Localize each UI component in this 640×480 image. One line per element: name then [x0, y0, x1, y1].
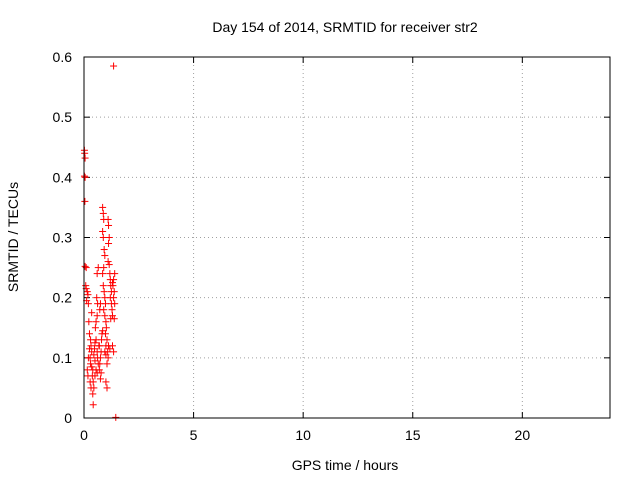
data-point: [99, 227, 107, 235]
data-point: [88, 363, 96, 371]
plot-frame: [83, 56, 611, 419]
data-point: [111, 300, 119, 308]
data-point: [84, 372, 92, 380]
data-point: [111, 270, 119, 278]
data-point: [104, 258, 112, 266]
data-point: [99, 327, 107, 335]
data-point: [105, 261, 113, 269]
y-tick-label: 0.4: [53, 169, 73, 185]
data-point: [99, 270, 107, 278]
y-axis-title: SRMTID / TECUs: [5, 182, 21, 292]
data-point: [84, 354, 92, 362]
y-tick-label: 0.3: [53, 230, 73, 246]
data-point: [94, 360, 102, 368]
data-point: [105, 221, 113, 229]
data-point: [81, 173, 89, 181]
x-tick-label: 0: [80, 427, 88, 443]
data-point: [105, 234, 113, 241]
data-point: [103, 360, 111, 368]
data-point: [101, 252, 109, 260]
data-point: [84, 291, 92, 299]
data-point: [93, 348, 101, 356]
data-point: [110, 315, 118, 323]
data-point: [95, 342, 103, 350]
data-point: [87, 360, 95, 368]
data-point: [96, 306, 104, 314]
data-point: [102, 318, 110, 326]
data-point: [91, 324, 99, 332]
data-point: [109, 282, 117, 290]
axis-ticks: 0 5 10 15 20 0 0.1 0.2 0.3 0.4 0.5 0.6: [53, 49, 610, 443]
chart-title: Day 154 of 2014, SRMTID for receiver str…: [212, 19, 478, 35]
data-point: [102, 324, 110, 332]
data-point: [81, 154, 89, 162]
data-point: [85, 345, 93, 353]
data-point: [94, 354, 102, 362]
data-point: [99, 209, 107, 217]
y-tick-label: 0.6: [53, 49, 73, 65]
data-point: [102, 351, 110, 359]
data-point: [108, 312, 116, 320]
x-tick-label: 10: [295, 427, 311, 443]
data-point: [83, 288, 91, 296]
data-point: [99, 203, 107, 211]
data-point: [93, 312, 101, 320]
data-point: [81, 262, 89, 270]
data-point: [110, 348, 118, 356]
data-point: [106, 345, 114, 353]
data-points: [80, 62, 120, 421]
data-point: [110, 276, 118, 284]
data-point: [93, 369, 101, 377]
data-point: [85, 318, 93, 326]
data-point: [100, 264, 108, 272]
data-point: [103, 336, 111, 344]
data-point: [83, 366, 91, 374]
data-point: [105, 240, 113, 248]
data-point: [89, 401, 97, 409]
data-point: [103, 384, 111, 392]
y-tick-label: 0.5: [53, 109, 73, 125]
y-tick-label: 0: [64, 410, 72, 426]
data-point: [86, 378, 94, 386]
data-point: [91, 339, 99, 347]
data-point: [101, 348, 109, 356]
data-point: [110, 294, 118, 302]
data-point: [110, 62, 118, 70]
data-point: [88, 309, 96, 317]
data-point: [101, 330, 109, 338]
data-point: [102, 378, 110, 386]
data-point: [100, 246, 108, 254]
data-point: [85, 330, 93, 338]
data-point: [87, 384, 95, 392]
data-point: [89, 390, 97, 398]
data-point: [92, 366, 100, 374]
data-point: [104, 215, 112, 223]
data-point: [92, 318, 100, 326]
data-point: [110, 288, 118, 296]
data-point: [99, 234, 107, 241]
data-point: [90, 351, 98, 359]
y-tick-label: 0.1: [53, 350, 73, 366]
data-point: [112, 413, 120, 421]
data-point: [84, 300, 92, 308]
data-point: [105, 342, 113, 350]
data-point: [100, 288, 108, 296]
data-point: [93, 294, 101, 302]
data-point: [96, 375, 104, 383]
x-tick-label: 15: [405, 427, 421, 443]
data-point: [101, 312, 109, 320]
y-tick-label: 0.2: [53, 290, 73, 306]
data-point: [81, 197, 89, 205]
x-tick-label: 5: [190, 427, 198, 443]
data-point: [87, 342, 95, 350]
x-tick-label: 20: [515, 427, 531, 443]
x-axis-title: GPS time / hours: [292, 457, 399, 473]
data-point: [108, 306, 116, 314]
data-point: [99, 282, 107, 290]
data-point: [96, 300, 104, 308]
grid-lines: [84, 57, 610, 418]
